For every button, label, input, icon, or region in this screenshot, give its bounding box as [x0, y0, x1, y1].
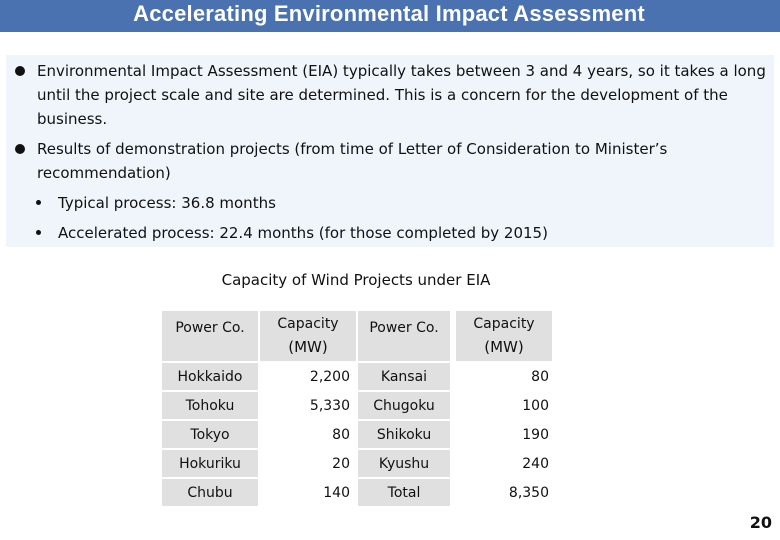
cell-power-co: Shikoku	[358, 421, 450, 448]
cell-power-co: Chubu	[162, 479, 258, 506]
cell-capacity: 140	[323, 484, 350, 501]
page-title: Accelerating Environmental Impact Assess…	[133, 1, 645, 26]
sub-bullet-typical: Typical process: 36.8 months	[58, 194, 276, 212]
sub-bullet-accelerated: Accelerated process: 22.4 months (for th…	[58, 224, 548, 242]
cell-power-co: Hokuriku	[162, 450, 258, 477]
table-title: Capacity of Wind Projects under EIA	[221, 271, 491, 289]
cell-capacity: 20	[332, 455, 350, 472]
sub-bullet-dot-icon	[36, 230, 41, 235]
cell-capacity: 80	[332, 426, 350, 443]
cell-capacity: 5,330	[309, 397, 350, 414]
bullet-eia-duration: Environmental Impact Assessment (EIA) ty…	[37, 62, 766, 128]
cell-capacity: 240	[522, 455, 549, 472]
cell-power-co: Tokyo	[162, 421, 258, 448]
cell-capacity: 100	[522, 397, 549, 414]
sub-bullet-dot-icon	[36, 200, 41, 205]
bullet-demonstration-results: Results of demonstration projects (from …	[37, 140, 668, 182]
page-number: 20	[749, 513, 772, 532]
header-power-co-2: Power Co.	[358, 311, 450, 361]
cell-capacity: 2,200	[309, 368, 350, 385]
bullet-dot-icon	[15, 66, 25, 76]
cell-capacity: 190	[522, 426, 549, 443]
info-box	[6, 55, 774, 247]
title-bar: Accelerating Environmental Impact Assess…	[0, 0, 780, 32]
header-power-co-1: Power Co.	[162, 311, 258, 361]
cell-capacity: 80	[531, 368, 549, 385]
cell-power-co: Hokkaido	[162, 363, 258, 390]
cell-power-co: Chugoku	[358, 392, 450, 419]
cell-power-co: Total	[358, 479, 450, 506]
header-capacity-2: Capacity (MW)	[456, 311, 552, 361]
bullet-dot-icon	[15, 144, 25, 154]
cell-power-co: Kansai	[358, 363, 450, 390]
header-capacity-1: Capacity (MW)	[260, 311, 356, 361]
cell-power-co: Kyushu	[358, 450, 450, 477]
cell-power-co: Tohoku	[162, 392, 258, 419]
cell-capacity: 8,350	[508, 484, 549, 501]
